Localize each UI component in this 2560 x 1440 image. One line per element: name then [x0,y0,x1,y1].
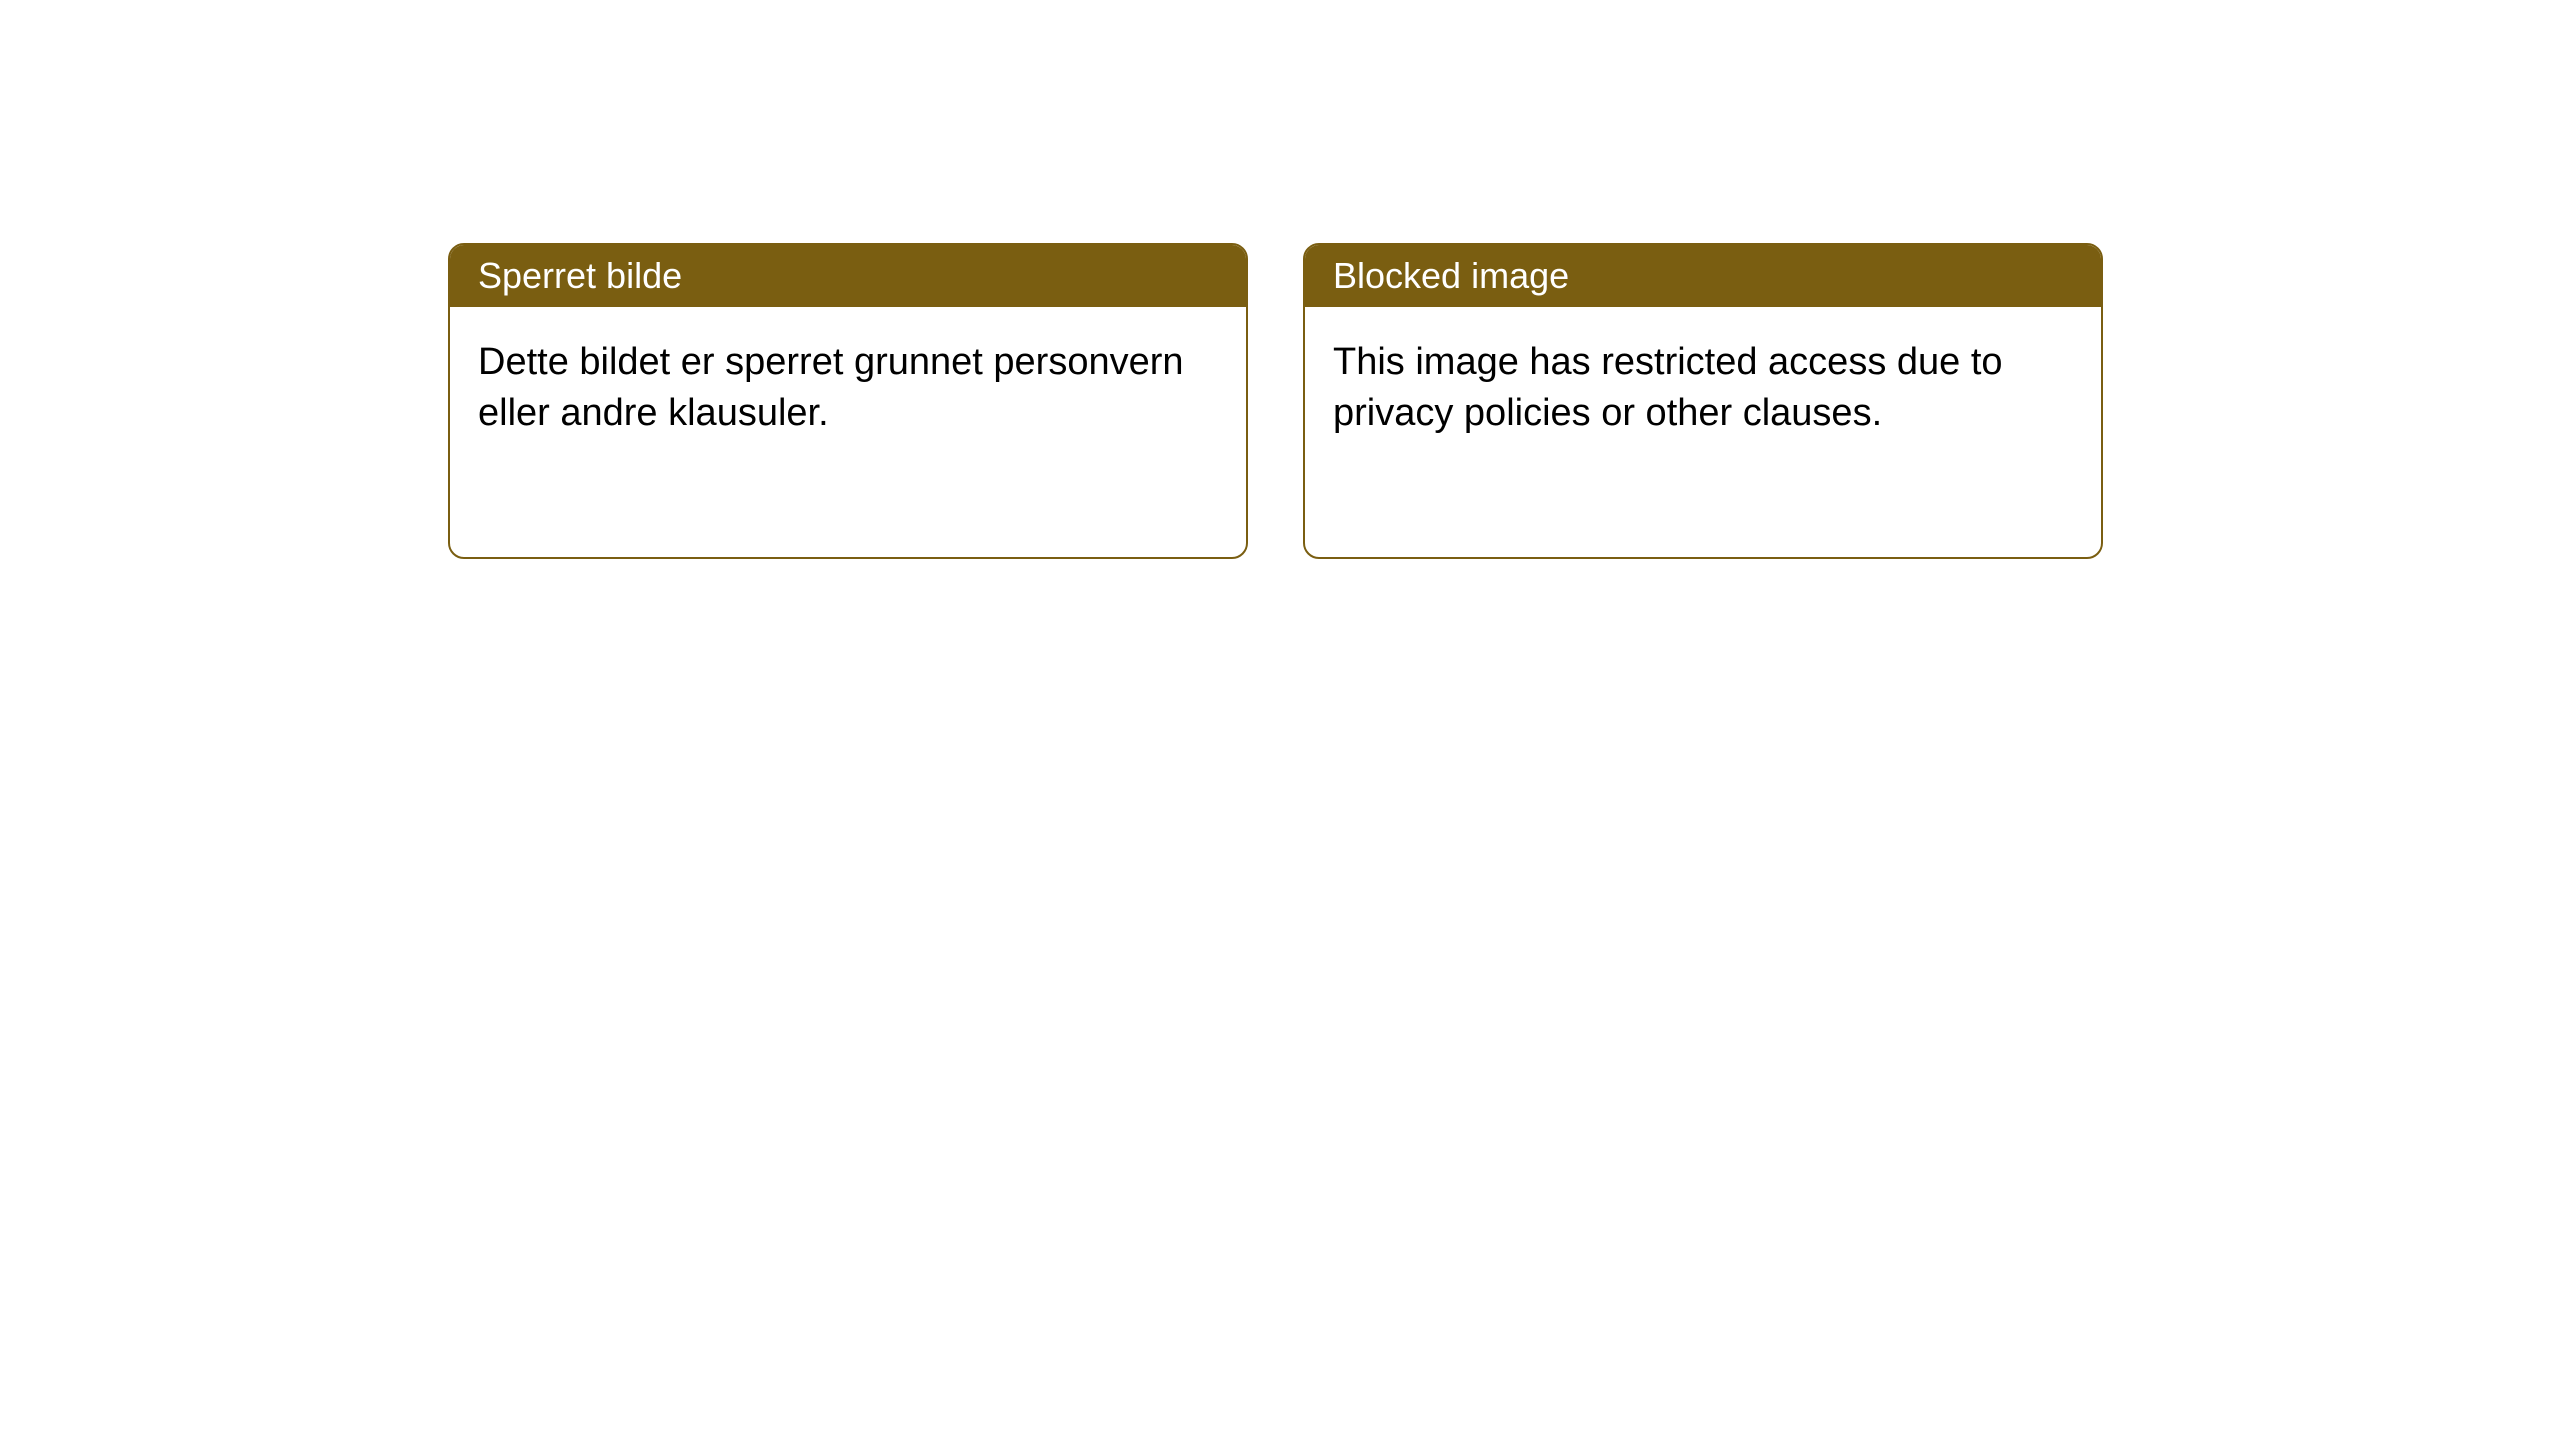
card-header: Blocked image [1305,245,2101,307]
notice-cards-container: Sperret bilde Dette bildet er sperret gr… [448,243,2103,559]
card-body: Dette bildet er sperret grunnet personve… [450,307,1246,557]
card-title: Blocked image [1333,255,1569,296]
card-header: Sperret bilde [450,245,1246,307]
notice-card-norwegian: Sperret bilde Dette bildet er sperret gr… [448,243,1248,559]
card-body: This image has restricted access due to … [1305,307,2101,557]
card-title: Sperret bilde [478,255,682,296]
notice-card-english: Blocked image This image has restricted … [1303,243,2103,559]
card-body-text: This image has restricted access due to … [1333,341,2003,434]
card-body-text: Dette bildet er sperret grunnet personve… [478,341,1184,434]
